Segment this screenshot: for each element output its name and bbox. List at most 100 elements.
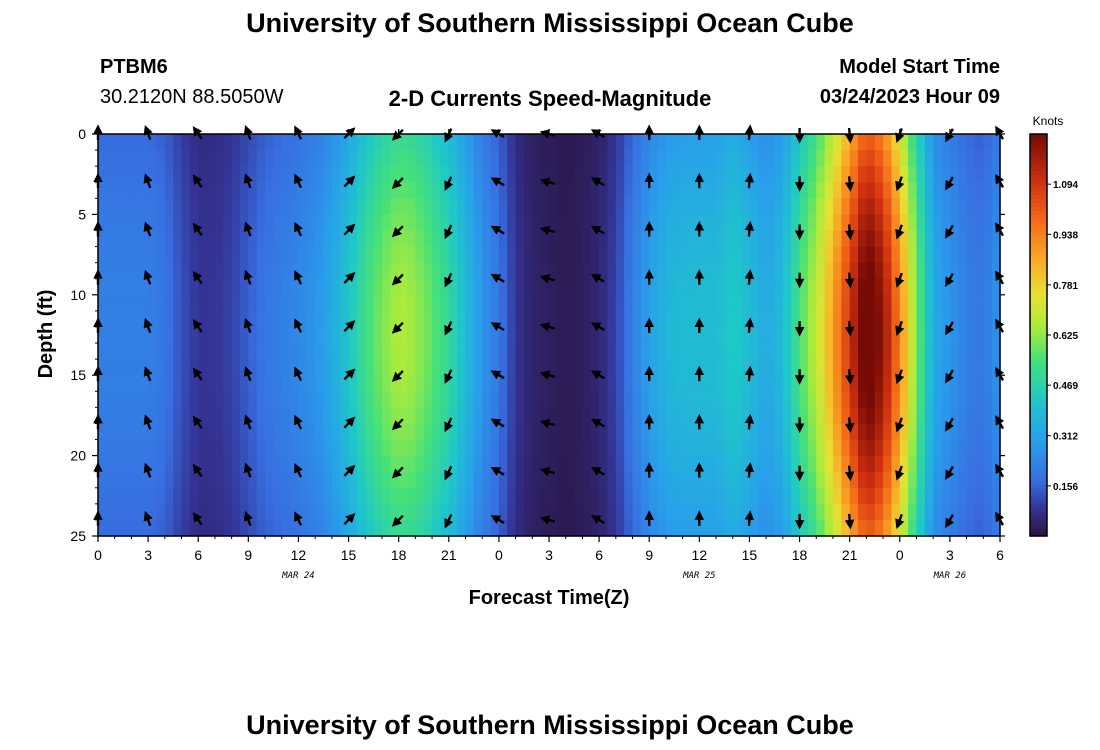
heatmap-cell — [507, 455, 517, 473]
current-vector-arrow — [744, 510, 755, 527]
heatmap-cell — [949, 519, 959, 537]
current-vector-arrow — [539, 418, 556, 429]
heatmap-cell — [315, 519, 325, 537]
heatmap-cell — [874, 230, 884, 248]
heatmap-cell — [582, 439, 592, 457]
heatmap-cell — [415, 246, 425, 264]
colorbar-segment — [1030, 318, 1047, 324]
heatmap-cell — [415, 455, 425, 473]
heatmap-cell — [707, 359, 717, 376]
heatmap-cell — [473, 359, 483, 376]
heatmap-cell — [390, 487, 400, 505]
heatmap-cell — [540, 439, 550, 457]
current-vector-arrow — [844, 417, 855, 433]
heatmap-cell — [248, 487, 258, 505]
heatmap-cell — [841, 150, 851, 167]
heatmap-cell — [640, 471, 650, 489]
heatmap-cell — [114, 246, 124, 264]
heatmap-cell — [482, 503, 492, 521]
heatmap-cell — [415, 375, 425, 392]
heatmap-cell — [632, 359, 642, 376]
heatmap-cell — [198, 294, 208, 312]
heatmap-cell — [632, 407, 642, 425]
colorbar-segment — [1030, 439, 1047, 445]
heatmap-cell — [106, 278, 116, 296]
heatmap-cell — [582, 166, 592, 183]
heatmap-cell — [649, 423, 659, 441]
heatmap-cell — [273, 134, 283, 151]
heatmap-cell — [782, 375, 792, 392]
heatmap-cell — [949, 455, 959, 473]
heatmap-cell — [607, 407, 617, 425]
heatmap-cell — [231, 343, 241, 360]
colorbar-segment — [1030, 186, 1047, 191]
heatmap-cell — [858, 134, 867, 151]
current-vector-arrow — [895, 465, 905, 481]
heatmap-cell — [574, 310, 584, 328]
heatmap-cell — [766, 150, 776, 167]
heatmap-cell — [448, 246, 458, 264]
heatmap-cell — [189, 326, 199, 344]
colorbar-segment — [1030, 451, 1047, 457]
heatmap-cell — [883, 487, 893, 505]
heatmap-cell — [883, 230, 893, 248]
heatmap-cell — [223, 519, 233, 537]
heatmap-cell — [515, 407, 525, 425]
heatmap-cell — [807, 278, 817, 296]
heatmap-cell — [465, 439, 475, 457]
heatmap-cell — [991, 326, 1001, 344]
heatmap-cell — [298, 262, 308, 280]
heatmap-cell — [916, 262, 926, 280]
current-vector-arrow — [895, 176, 905, 192]
heatmap-cell — [724, 455, 734, 473]
heatmap-cell — [741, 423, 751, 441]
colorbar-segment — [1030, 138, 1047, 143]
colorbar-segment — [1030, 455, 1047, 461]
heatmap-cell — [632, 150, 642, 167]
heatmap-cell — [782, 503, 792, 521]
heatmap-cell — [173, 326, 183, 344]
heatmap-cell — [716, 359, 725, 376]
heatmap-cell — [991, 343, 1001, 360]
heatmap-cell — [624, 246, 634, 264]
heatmap-cell — [131, 407, 141, 425]
heatmap-cell — [98, 375, 107, 392]
heatmap-cell — [114, 439, 124, 457]
heatmap-cell — [766, 439, 776, 457]
heatmap-cell — [716, 278, 725, 296]
heatmap-cell — [256, 519, 266, 537]
heatmap-cell — [423, 246, 433, 264]
heatmap-cell — [858, 471, 867, 489]
heatmap-cell — [665, 198, 675, 215]
heatmap-cell — [983, 166, 993, 183]
heatmap-cell — [590, 198, 600, 215]
heatmap-cell — [423, 214, 433, 232]
heatmap-cell — [214, 487, 224, 505]
heatmap-cell — [507, 391, 517, 408]
heatmap-cell — [164, 503, 174, 521]
heatmap-cell — [515, 519, 525, 537]
heatmap-cell — [774, 198, 784, 215]
heatmap-cell — [766, 198, 776, 215]
heatmap-cell — [189, 150, 199, 167]
heatmap-cell — [423, 294, 433, 312]
heatmap-cell — [98, 278, 107, 296]
heatmap-cell — [473, 423, 483, 441]
heatmap-cell — [231, 134, 241, 151]
heatmap-cell — [173, 343, 183, 360]
heatmap-cell — [782, 134, 792, 151]
heatmap-cell — [390, 198, 400, 215]
heatmap-cell — [716, 375, 725, 392]
current-vector-arrow — [192, 174, 203, 188]
current-vector-arrow — [844, 465, 855, 482]
current-vector-arrow — [143, 269, 153, 285]
heatmap-cell — [991, 198, 1001, 215]
heatmap-cell — [858, 230, 867, 248]
heatmap-cell — [298, 487, 308, 505]
heatmap-cell — [766, 519, 776, 537]
heatmap-cell — [490, 326, 500, 344]
heatmap-cell — [949, 230, 959, 248]
heatmap-cell — [791, 439, 801, 457]
heatmap-cell — [732, 294, 742, 312]
heatmap-cell — [323, 407, 333, 425]
